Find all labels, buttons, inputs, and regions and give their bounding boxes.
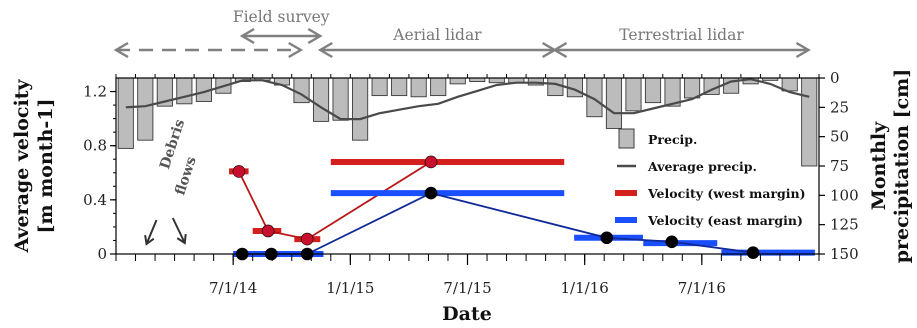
legend-label-precip: Precip. — [648, 132, 697, 147]
period-arrow-head — [288, 41, 304, 59]
legend-label-avg: Average precip. — [647, 159, 757, 174]
annotation-flows: flows — [172, 155, 199, 198]
legend-swatch-precip — [618, 128, 635, 149]
period-arrow-head — [307, 27, 323, 45]
precip-bar — [430, 78, 447, 97]
precip-bar — [684, 78, 701, 99]
precip-bar — [801, 78, 818, 167]
y-right-tick-label: 75 — [830, 157, 849, 175]
x-tick-label: 1/1/16 — [561, 279, 609, 297]
precip-bar — [449, 78, 466, 85]
period-arrow-head — [113, 41, 129, 59]
velocity-point-east — [424, 186, 438, 200]
annotation-arrow — [145, 219, 158, 245]
period-label: Aerial lidar — [392, 26, 482, 44]
velocity-point-east — [600, 231, 614, 245]
x-tick-label: 7/1/14 — [209, 279, 257, 297]
precip-bar — [762, 78, 779, 81]
velocity-point-east — [746, 246, 760, 259]
y-right-tick-label: 125 — [830, 216, 859, 234]
annotation-arrow — [171, 217, 186, 244]
period-arrows: Field survey Aerial lidar Terrestrial lida… — [113, 8, 811, 59]
period-arrow-head — [795, 41, 811, 59]
precip-bar — [156, 78, 173, 107]
velocity-line-west — [238, 161, 432, 241]
x-tick-label: 7/1/15 — [443, 279, 491, 297]
period-label: Terrestrial lidar — [619, 26, 744, 44]
precip-bar — [644, 78, 662, 104]
series-west — [229, 155, 565, 246]
velocity-point-west — [424, 155, 438, 169]
y-left-tick-label: 0.8 — [83, 137, 107, 155]
x-axis-title: Date — [442, 303, 492, 325]
annotation-arrow-head — [144, 234, 155, 246]
y-right-tick-label: 150 — [830, 245, 859, 263]
precip-bar — [586, 78, 603, 118]
y-right-tick-label: 100 — [830, 186, 859, 204]
legend-label-west: Velocity (west margin) — [647, 186, 806, 201]
y-left-axis-title-line2: [m month-1] — [35, 99, 57, 234]
precip-bar — [332, 78, 349, 121]
precip-bar — [312, 78, 330, 122]
period-arrow-head — [317, 41, 333, 59]
velocity-point-west — [232, 165, 246, 178]
avg-precip-line-group — [125, 78, 810, 121]
precip-bars — [117, 78, 818, 167]
annotation-arrow-head — [176, 233, 187, 245]
y-left-axis-title-line1: Average velocity — [11, 79, 33, 254]
y-left-tick-label: 0 — [97, 245, 107, 263]
y-right-axis-title-line2: precipitation [cm] — [891, 69, 913, 264]
precip-bar — [137, 78, 154, 141]
velocity-point-east — [665, 235, 679, 249]
precip-bar — [176, 78, 193, 105]
y-right-tick-label: 50 — [830, 128, 849, 146]
y-right-axis-title-line1: Monthly — [868, 121, 890, 210]
precip-bar — [371, 78, 388, 97]
y-left-tick-label: 0.4 — [83, 191, 107, 209]
legend-label-east: Velocity (east margin) — [647, 213, 803, 228]
y-right-tick-label: 0 — [830, 69, 840, 87]
legend: Precip. Average precip. Velocity (west mar… — [615, 128, 806, 228]
period-arrow-head — [239, 27, 255, 45]
precip-bar — [781, 78, 798, 92]
precip-bar — [625, 78, 642, 112]
period-label: Field survey — [233, 8, 330, 26]
avg-precip-line — [125, 78, 810, 121]
y-right-tick-label: 25 — [830, 98, 849, 116]
velocity-point-west — [261, 224, 275, 238]
precip-bar — [605, 78, 623, 129]
axes: 7/1/14 1/1/15 7/1/15 1/1/16 7/1/16 0 0.4 0.8 1.2… — [83, 69, 859, 297]
precip-bar — [469, 78, 486, 82]
precip-bar — [410, 78, 427, 98]
precip-bar — [391, 78, 408, 97]
precip-bar — [547, 78, 564, 97]
x-tick-label: 7/1/16 — [678, 279, 726, 297]
precip-bar — [488, 78, 505, 84]
y-left-tick-label: 1.2 — [83, 83, 107, 101]
precip-bar — [664, 78, 681, 107]
velocity-point-west — [300, 232, 314, 246]
period-arrow-head — [552, 41, 568, 59]
precip-bar — [117, 78, 134, 149]
precip-bar — [527, 78, 544, 86]
precip-bar — [352, 78, 369, 141]
x-tick-label: 1/1/15 — [326, 279, 374, 297]
